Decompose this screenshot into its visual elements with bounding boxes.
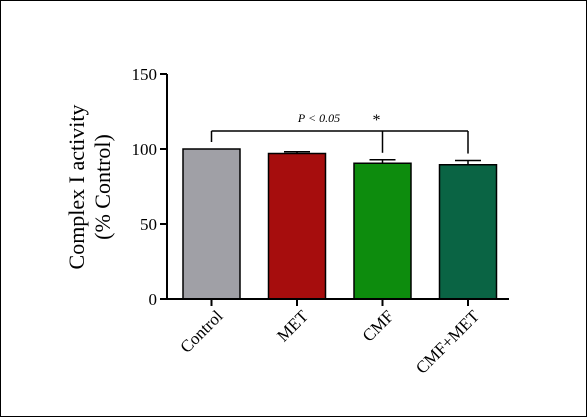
y-tick-label: 50 xyxy=(140,215,157,234)
significance-text: P < 0.05 xyxy=(297,111,340,125)
y-axis-label-line-1: Complex I activity xyxy=(64,105,89,270)
bar-control xyxy=(182,148,241,300)
y-tick-label: 0 xyxy=(149,290,158,309)
x-axis: Control MET CMF CMF+MET xyxy=(167,298,509,378)
y-axis: 0 50 100 150 xyxy=(132,65,168,309)
x-tick-label: CMF xyxy=(359,307,398,346)
error-bars xyxy=(284,150,481,165)
significance-bracket xyxy=(210,130,469,154)
y-tick-label: 150 xyxy=(132,65,158,84)
bar-cmf xyxy=(353,162,412,300)
x-tick-label: CMF+MET xyxy=(412,306,483,377)
significance-marker: * xyxy=(373,112,381,129)
x-tick-label: Control xyxy=(176,306,226,356)
bar-cmf-met xyxy=(438,164,498,300)
bar-met xyxy=(267,152,327,300)
y-axis-label-line-2: (% Control) xyxy=(90,134,115,240)
bars xyxy=(182,148,498,300)
y-tick-label: 100 xyxy=(132,140,158,159)
x-tick-label: MET xyxy=(273,306,312,345)
